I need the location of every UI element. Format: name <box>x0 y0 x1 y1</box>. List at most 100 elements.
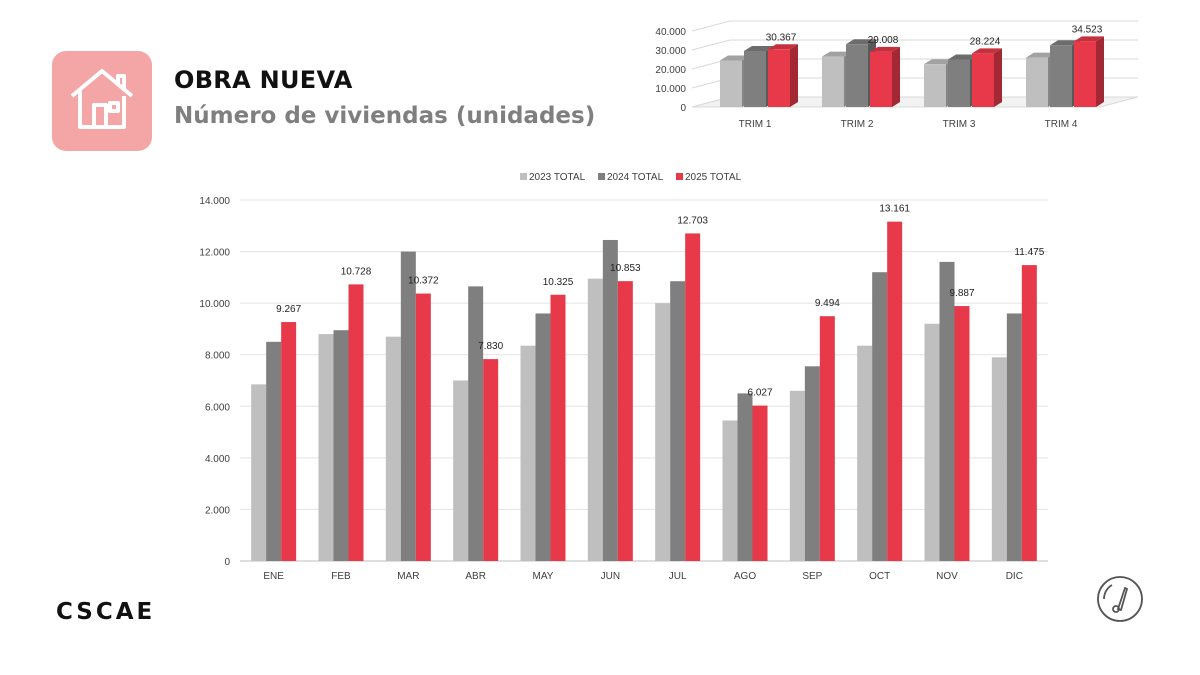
bar-2023-jul <box>655 303 671 561</box>
y-tick-label: 10.000 <box>655 84 686 95</box>
y-tick-label: 6.000 <box>205 402 230 413</box>
y-tick-label: 12.000 <box>199 248 230 259</box>
bar-2025-nov <box>954 306 970 561</box>
bar-2024-sep <box>804 366 820 561</box>
data-label: 9.887 <box>949 288 974 299</box>
grid-line <box>691 20 1138 32</box>
bar-2024-trim-4 <box>1050 45 1072 107</box>
x-tick-label: MAY <box>533 571 554 582</box>
legend-label: 2024 TOTAL <box>607 172 664 183</box>
bar-2023-feb <box>318 334 334 561</box>
bar-2023-dic <box>991 357 1007 561</box>
bar-2024-feb <box>333 330 349 561</box>
bar-2024-dic <box>1006 313 1022 561</box>
legend-swatch <box>676 173 683 180</box>
y-tick-label: 14.000 <box>199 196 230 207</box>
x-tick-label: ABR <box>465 571 486 582</box>
bar-2025-dic <box>1021 265 1037 561</box>
bar-2025-ago <box>752 405 768 561</box>
bar-top <box>924 59 954 65</box>
bar-2024-trim-3 <box>948 59 970 107</box>
x-tick-label: NOV <box>936 571 958 582</box>
bar-2025-mar <box>415 293 431 561</box>
bar-2025-trim-1 <box>768 49 790 107</box>
bar-2025-oct <box>887 221 903 561</box>
bar-top <box>1050 40 1080 46</box>
bar-2024-ene <box>266 341 282 561</box>
bar-2025-trim-4 <box>1074 41 1096 108</box>
x-tick-label: DIC <box>1006 571 1023 582</box>
bar-2023-trim-2 <box>822 56 844 107</box>
y-tick-label: 2.000 <box>205 505 230 516</box>
bar-2024-ago <box>737 393 753 561</box>
x-tick-label: JUN <box>601 571 620 582</box>
legend-swatch <box>598 173 605 180</box>
bar-side <box>790 44 798 107</box>
x-tick-label: TRIM 2 <box>841 119 874 130</box>
legend-swatch <box>520 173 527 180</box>
bar-2025-trim-2 <box>870 51 892 107</box>
data-label: 12.703 <box>677 215 708 226</box>
bar-2023-abr <box>453 380 469 561</box>
bar-side <box>1096 36 1104 108</box>
y-tick-label: 40.000 <box>655 27 686 38</box>
y-tick-label: 30.000 <box>655 46 686 57</box>
y-tick-label: 10.000 <box>199 299 230 310</box>
bar-top <box>846 39 876 45</box>
bar-2024-jul <box>670 281 686 561</box>
x-tick-label: JUL <box>669 571 687 582</box>
y-tick-label: 0 <box>224 557 230 568</box>
x-tick-label: ENE <box>263 571 284 582</box>
data-label: 10.372 <box>408 276 439 287</box>
bar-2023-mar <box>385 336 401 561</box>
data-label: 10.728 <box>341 266 372 277</box>
cscae-logo: CSCAE <box>56 599 156 625</box>
legend-label: 2023 TOTAL <box>529 172 586 183</box>
bar-2025-sep <box>819 316 835 561</box>
y-tick-label: 0 <box>680 103 686 114</box>
page-title: OBRA NUEVA <box>174 66 353 94</box>
bar-2025-jul <box>685 233 701 561</box>
data-label: 30.367 <box>766 32 797 43</box>
x-tick-label: AGO <box>734 571 756 582</box>
bar-2023-ene <box>251 384 267 561</box>
x-tick-label: SEP <box>802 571 822 582</box>
bar-top <box>744 45 774 51</box>
quarterly-chart: 0 10.000 20.000 30.000 40.000 30.367 TRIM 1 29.… <box>655 20 1139 130</box>
header-icon-box <box>52 51 152 151</box>
bar-2025-may <box>550 294 566 561</box>
bar-2025-feb <box>348 284 364 561</box>
x-tick-label: TRIM 4 <box>1045 119 1078 130</box>
bar-2024-mar <box>400 251 416 562</box>
data-label: 28.224 <box>970 36 1001 47</box>
legend-label: 2025 TOTAL <box>685 172 742 183</box>
bar-top <box>768 44 798 50</box>
bar-2024-trim-2 <box>846 44 868 107</box>
bar-2025-trim-3 <box>972 53 994 107</box>
data-label: 9.494 <box>815 298 840 309</box>
grid-line <box>691 39 1138 51</box>
bar-top <box>948 54 978 60</box>
bar-2024-abr <box>468 286 484 561</box>
bar-2024-jun <box>602 239 618 561</box>
bar-2023-sep <box>789 390 805 561</box>
bar-2023-trim-1 <box>720 60 742 107</box>
bar-top <box>822 51 852 57</box>
bar-2023-trim-4 <box>1026 57 1048 107</box>
y-tick-label: 4.000 <box>205 454 230 465</box>
data-label: 13.161 <box>879 204 910 215</box>
bar-2024-nov <box>939 261 955 561</box>
bar-top <box>870 46 900 52</box>
bar-2025-ene <box>281 322 297 561</box>
x-tick-label: OCT <box>869 571 890 582</box>
page-subtitle: Número de viviendas (unidades) <box>174 103 596 129</box>
data-label: 34.523 <box>1072 24 1103 35</box>
bar-2024-oct <box>872 272 888 561</box>
x-tick-label: TRIM 3 <box>943 119 976 130</box>
bar-top <box>972 48 1002 54</box>
bar-2025-abr <box>483 359 499 561</box>
bar-2023-nov <box>924 323 940 561</box>
bar-side <box>994 48 1002 107</box>
data-label: 29.008 <box>868 35 899 46</box>
bar-2023-ago <box>722 420 738 561</box>
